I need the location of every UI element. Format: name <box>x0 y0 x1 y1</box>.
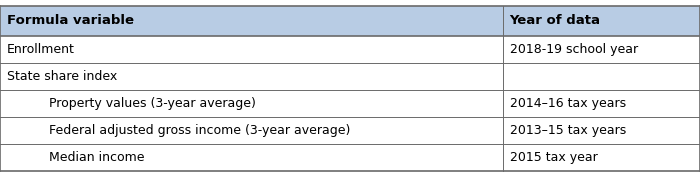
Bar <box>0 117 700 144</box>
Bar <box>0 6 700 36</box>
Text: State share index: State share index <box>7 70 118 83</box>
Text: 2018-19 school year: 2018-19 school year <box>510 43 638 56</box>
Bar <box>0 144 700 171</box>
Text: Median income: Median income <box>49 151 144 164</box>
Text: 2014–16 tax years: 2014–16 tax years <box>510 97 626 110</box>
Text: 2013–15 tax years: 2013–15 tax years <box>510 124 626 137</box>
Text: Property values (3-year average): Property values (3-year average) <box>49 97 256 110</box>
Text: Year of data: Year of data <box>510 15 601 27</box>
Bar <box>0 63 700 90</box>
Text: Enrollment: Enrollment <box>7 43 75 56</box>
Text: Federal adjusted gross income (3-year average): Federal adjusted gross income (3-year av… <box>49 124 351 137</box>
Text: 2015 tax year: 2015 tax year <box>510 151 597 164</box>
Bar <box>0 36 700 63</box>
Text: Formula variable: Formula variable <box>7 15 134 27</box>
Bar <box>0 90 700 117</box>
